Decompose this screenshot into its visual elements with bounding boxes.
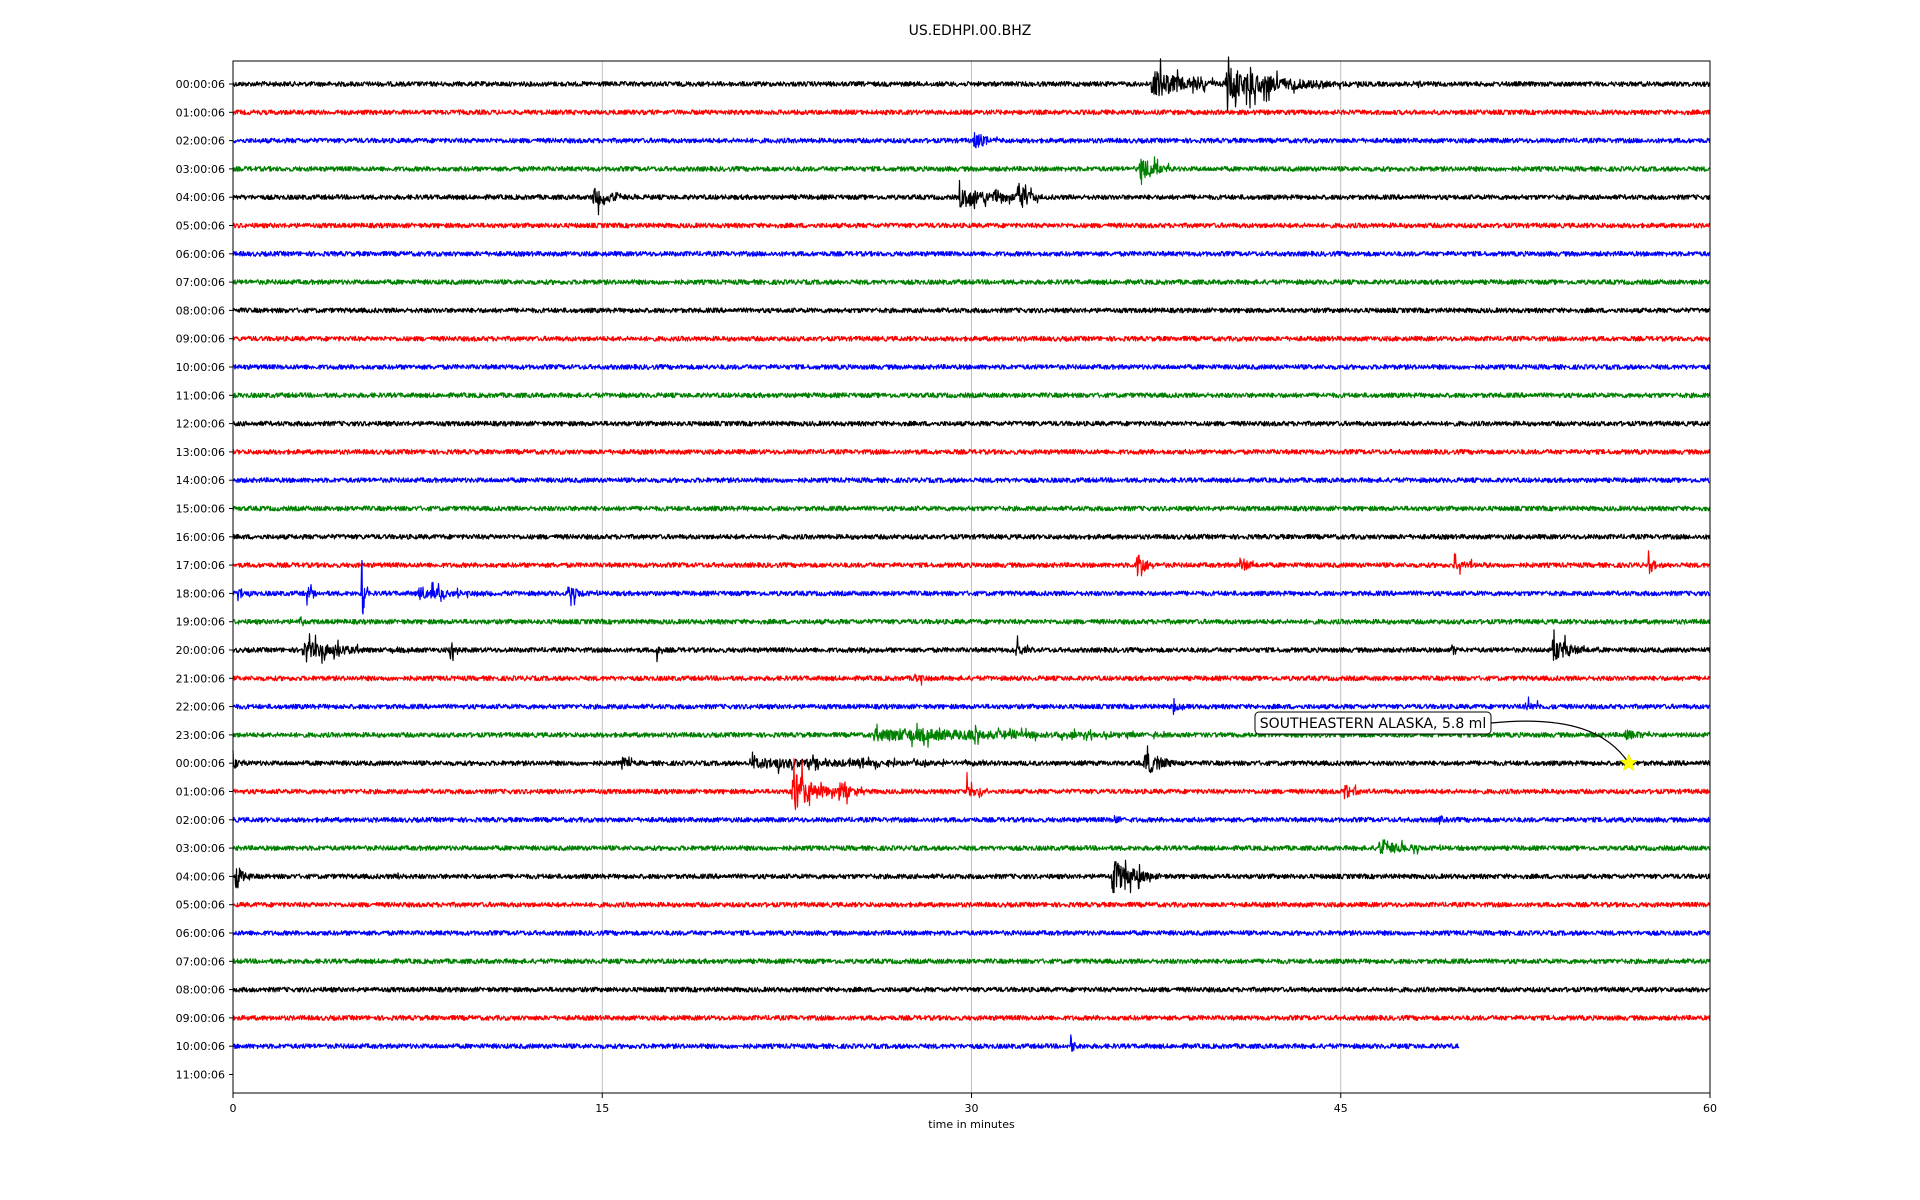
y-tick-label: 00:00:06 (176, 757, 225, 770)
grid-lines (601, 61, 1342, 1093)
trace-row-34 (232, 1014, 1711, 1021)
row-time-labels: 00:00:06 01:00:06 02:00:06 03:00:06 04:00:06… (176, 78, 233, 1082)
trace-row-16 (232, 505, 1711, 512)
trace-row-13 (232, 420, 1711, 427)
y-tick-label: 03:00:06 (176, 842, 225, 855)
trace-row-30 (232, 901, 1711, 908)
x-tick-label: 60 (1703, 1102, 1717, 1115)
y-tick-label: 18:00:06 (176, 587, 225, 600)
trace-row-19 (232, 559, 1711, 615)
trace-row-18 (232, 550, 1711, 577)
y-tick-label: 19:00:06 (176, 616, 225, 629)
event-arrow (1490, 720, 1630, 764)
y-tick-label: 11:00:06 (176, 1069, 225, 1082)
x-axis-label: time in minutes (928, 1118, 1015, 1131)
trace-row-14 (232, 448, 1711, 455)
y-tick-label: 09:00:06 (176, 333, 225, 346)
y-tick-label: 16:00:06 (176, 531, 225, 544)
trace-row-2 (232, 109, 1711, 116)
trace-row-15 (232, 477, 1711, 484)
trace-row-33 (232, 986, 1711, 993)
y-tick-label: 22:00:06 (176, 701, 225, 714)
y-tick-label: 21:00:06 (176, 672, 225, 685)
y-tick-label: 17:00:06 (176, 559, 225, 572)
trace-row-10 (232, 335, 1711, 342)
trace-row-7 (232, 250, 1711, 257)
y-tick-label: 08:00:06 (176, 304, 225, 317)
y-tick-label: 00:00:06 (176, 78, 225, 91)
trace-row-21 (232, 629, 1711, 664)
y-tick-label: 02:00:06 (176, 135, 225, 148)
trace-row-1 (232, 56, 1711, 113)
trace-row-5 (232, 179, 1711, 216)
trace-row-35 (232, 1034, 1460, 1052)
y-tick-label: 06:00:06 (176, 248, 225, 261)
y-tick-label: 10:00:06 (176, 361, 225, 374)
trace-row-8 (232, 279, 1711, 286)
trace-row-11 (232, 364, 1711, 370)
x-tick-label: 15 (595, 1102, 609, 1115)
y-tick-label: 20:00:06 (176, 644, 225, 657)
trace-row-24 (232, 722, 1711, 748)
event-label: SOUTHEASTERN ALASKA, 5.8 ml (1260, 716, 1486, 732)
y-tick-label: 09:00:06 (176, 1012, 225, 1025)
y-tick-label: 03:00:06 (176, 163, 225, 176)
trace-row-29 (232, 859, 1711, 894)
y-tick-label: 15:00:06 (176, 503, 225, 516)
trace-row-20 (232, 616, 1711, 627)
trace-row-6 (232, 222, 1711, 229)
y-tick-label: 23:00:06 (176, 729, 225, 742)
trace-row-22 (232, 673, 1711, 686)
y-tick-label: 04:00:06 (176, 191, 225, 204)
trace-row-4 (232, 156, 1711, 185)
trace-row-17 (232, 533, 1711, 540)
y-tick-label: 01:00:06 (176, 786, 225, 799)
y-tick-label: 12:00:06 (176, 418, 225, 431)
trace-row-23 (232, 696, 1711, 716)
trace-row-31 (232, 930, 1711, 936)
y-tick-label: 10:00:06 (176, 1040, 225, 1053)
trace-row-25 (232, 745, 1711, 775)
y-tick-label: 06:00:06 (176, 927, 225, 940)
x-tick-label: 30 (965, 1102, 979, 1115)
trace-row-12 (232, 392, 1711, 399)
x-axis: 0 15 30 45 60 (230, 1093, 1717, 1115)
trace-row-3 (232, 131, 1711, 149)
y-tick-label: 07:00:06 (176, 955, 225, 968)
y-tick-label: 05:00:06 (176, 899, 225, 912)
trace-row-26 (232, 758, 1711, 811)
event-annotations: SOUTHEASTERN ALASKA, 5.8 ml (1254, 711, 1638, 772)
y-tick-label: 07:00:06 (176, 276, 225, 289)
y-tick-label: 02:00:06 (176, 814, 225, 827)
y-tick-label: 08:00:06 (176, 984, 225, 997)
x-tick-label: 0 (230, 1102, 237, 1115)
trace-row-28 (232, 839, 1711, 855)
x-tick-label: 45 (1334, 1102, 1348, 1115)
trace-row-27 (232, 815, 1711, 825)
y-tick-label: 14:00:06 (176, 474, 225, 487)
chart-title: US.EDHPI.00.BHZ (909, 23, 1032, 39)
trace-row-32 (232, 958, 1711, 965)
y-tick-label: 05:00:06 (176, 220, 225, 233)
y-tick-label: 11:00:06 (176, 389, 225, 402)
y-tick-label: 04:00:06 (176, 870, 225, 883)
y-tick-label: 13:00:06 (176, 446, 225, 459)
seismic-traces (232, 56, 1711, 1052)
trace-row-9 (232, 307, 1711, 314)
y-tick-label: 01:00:06 (176, 106, 225, 119)
event-star-marker (1619, 753, 1638, 772)
